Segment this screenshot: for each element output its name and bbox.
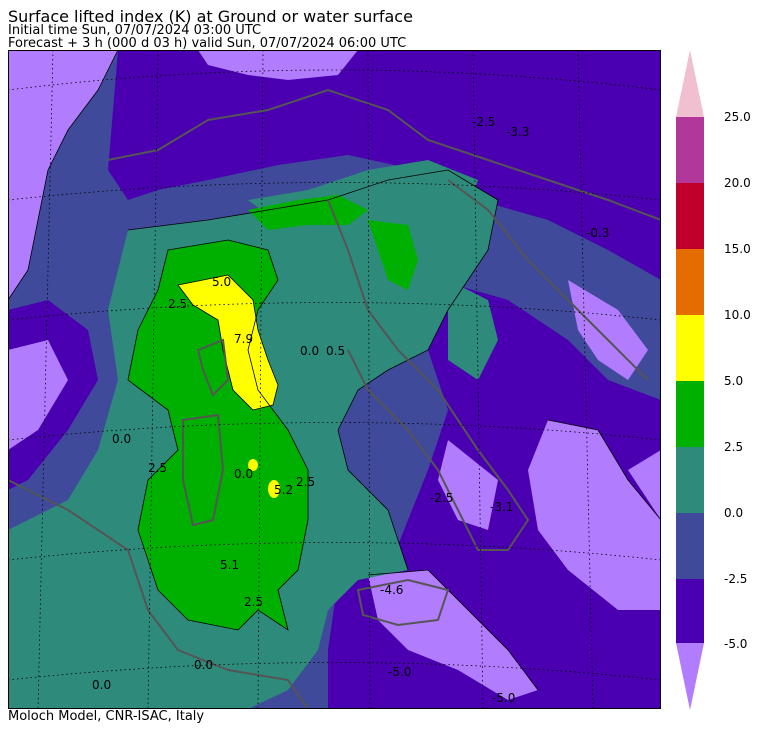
colorbar-bin xyxy=(676,447,704,513)
graticule xyxy=(8,50,661,709)
field-below-neg5-adriatic xyxy=(568,280,648,380)
field-neg5-to-neg2p5-north xyxy=(108,50,661,280)
contour-label: 5.2 xyxy=(274,483,293,497)
field-below-neg5-w xyxy=(8,340,68,450)
field-below-neg5-se-corner xyxy=(628,450,661,520)
chart-title: Surface lifted index (K) at Ground or wa… xyxy=(8,7,413,26)
colorbar-tick-label: 2.5 xyxy=(724,440,744,454)
colorbar-tick-label: 20.0 xyxy=(724,176,751,190)
field-2p5-to-5-po-valley xyxy=(248,195,368,230)
field-below-neg5-sicily xyxy=(368,570,538,700)
model-credit: Moloch Model, CNR-ISAC, Italy xyxy=(8,709,205,724)
contour-labels: -2.5 -3.3 -0.3 5.0 2.5 7.9 0.0 0.5 0.0 2… xyxy=(92,115,609,705)
colorbar-tick-label: 10.0 xyxy=(724,308,751,322)
colorbar-tick-label: -5.0 xyxy=(724,637,748,651)
contour-label: 0.5 xyxy=(326,344,345,358)
colorbar-tick-label: 5.0 xyxy=(724,374,744,388)
contour-label: 5.1 xyxy=(220,558,239,572)
contour-label: 0.0 xyxy=(234,467,253,481)
field-below-neg5-nw xyxy=(8,50,118,300)
contour-label: 2.5 xyxy=(168,297,187,311)
contour-label: 2.5 xyxy=(244,595,263,609)
contour-label: 7.9 xyxy=(234,332,253,346)
field-5-to-10-spot-a xyxy=(248,459,258,471)
colorbar xyxy=(676,50,704,710)
colorbar-bin xyxy=(676,117,704,183)
field-below-neg5-ionian xyxy=(528,420,661,610)
coastlines xyxy=(8,88,661,709)
contour-label: 0.0 xyxy=(300,344,319,358)
colorbar-bin xyxy=(676,249,704,315)
contour-label: -5.0 xyxy=(388,665,411,679)
contour-label: 5.0 xyxy=(212,275,231,289)
colorbar-tick-label: 15.0 xyxy=(724,242,751,256)
colorbar-top-arrow xyxy=(676,50,704,117)
colorbar-tick-label: 0.0 xyxy=(724,506,744,520)
field-0-to-2p5-balkan xyxy=(448,280,498,380)
colorbar-tick-label: -2.5 xyxy=(724,572,748,586)
colorbar-bin xyxy=(676,513,704,579)
contour-label: 2.5 xyxy=(296,475,315,489)
contour-lines xyxy=(8,50,661,691)
colorbar-bin xyxy=(676,381,704,447)
colorbar-tick-label: 25.0 xyxy=(724,110,751,124)
colorbar-bin xyxy=(676,183,704,249)
contour-label: -5.0 xyxy=(492,691,515,705)
field-5-to-10-spot-b xyxy=(268,480,280,498)
field-below-neg5-alps xyxy=(198,50,358,80)
contour-label: 0.0 xyxy=(112,432,131,446)
field-2p5-to-5-main xyxy=(128,240,308,630)
initial-time: Initial time Sun, 07/07/2024 03:00 UTC xyxy=(8,23,262,38)
contour-label: -4.6 xyxy=(380,583,403,597)
field-below-neg5-south-italy xyxy=(438,440,498,530)
contour-label: -3.1 xyxy=(490,500,513,514)
forecast-time: Forecast + 3 h (000 d 03 h) valid Sun, 0… xyxy=(8,36,407,51)
contour-label: 0.0 xyxy=(92,678,111,692)
map-frame xyxy=(8,50,661,709)
colorbar-bottom-arrow xyxy=(676,643,704,710)
contour-label: -0.3 xyxy=(586,226,609,240)
colorbar-bin xyxy=(676,579,704,643)
contour-label: 0.0 xyxy=(194,658,213,672)
contour-label: -2.5 xyxy=(430,491,453,505)
contour-label: 2.5 xyxy=(148,461,167,475)
lifted-index-map: -2.5 -3.3 -0.3 5.0 2.5 7.9 0.0 0.5 0.0 2… xyxy=(8,50,661,709)
field-5-to-10 xyxy=(178,275,278,410)
contour-label: -2.5 xyxy=(472,115,495,129)
contour-label: -3.3 xyxy=(506,125,529,139)
field-2p5-to-5-ligurian xyxy=(368,220,418,290)
colorbar-bin xyxy=(676,315,704,381)
